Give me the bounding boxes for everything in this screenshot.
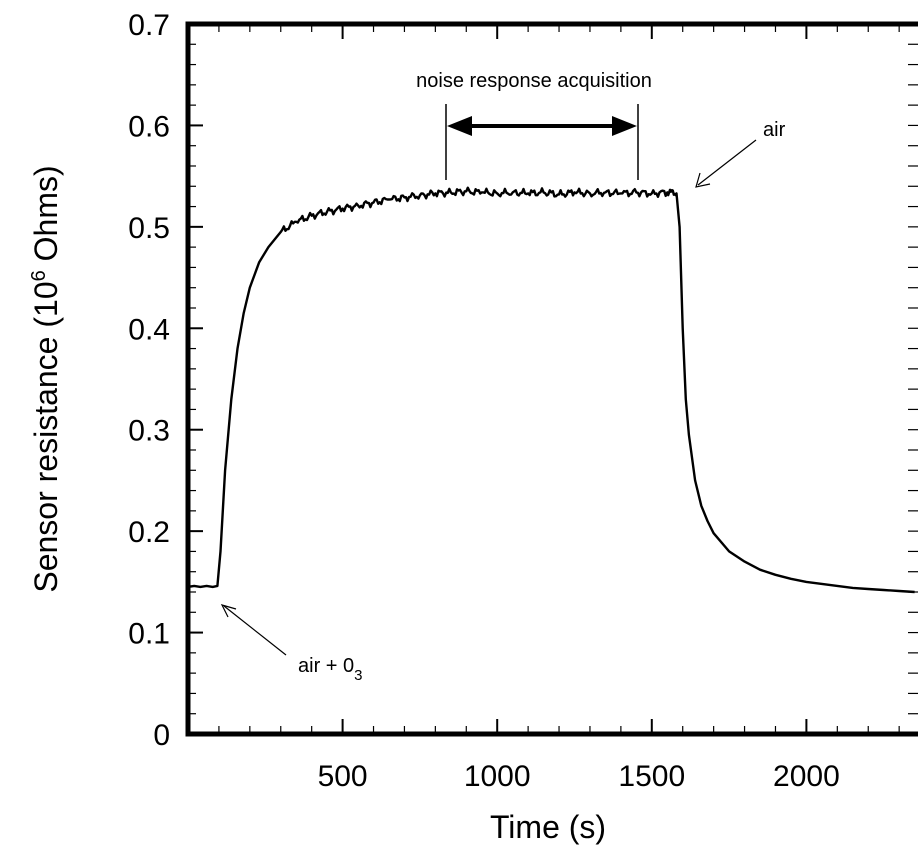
noise-window-arrow-right-head	[612, 116, 637, 136]
y-tick-label: 0	[153, 719, 170, 752]
y-tick-label: 0.6	[128, 110, 170, 143]
y-tick-label: 0.2	[128, 516, 170, 549]
y-tick-label: 0.7	[128, 9, 170, 42]
air-arrow-head	[695, 172, 711, 188]
air-o3-label-main: air + 0	[298, 655, 354, 677]
x-tick-label: 2000	[773, 760, 840, 793]
axis-ticks	[188, 22, 918, 735]
y-tick-label: 0.1	[128, 618, 170, 651]
air-o3-arrow-head	[220, 604, 237, 618]
x-tick-label: 500	[318, 760, 368, 793]
y-tick-label: 0.3	[128, 415, 170, 448]
noise-window-arrow-left-head	[447, 116, 472, 136]
y-axis-title-suffix: Ohms)	[28, 165, 64, 270]
y-axis-title-superscript: 6	[28, 270, 50, 281]
air-label: air	[763, 119, 786, 141]
y-axis-title-main: Sensor resistance (10	[28, 281, 64, 592]
plot-frame	[185, 21, 918, 737]
x-tick-label: 1000	[464, 760, 531, 793]
air-o3-label-subscript: 3	[354, 667, 362, 684]
noise-response-label: noise response acquisition	[416, 70, 652, 92]
air-o3-label: air + 03	[298, 655, 363, 684]
annotations: noise response acquisition air air + 03	[220, 70, 786, 684]
air-o3-arrow-line	[223, 605, 287, 656]
series-layer	[188, 186, 915, 594]
y-axis-title: Sensor resistance (106 Ohms)	[28, 165, 64, 592]
y-tick-label: 0.5	[128, 212, 170, 245]
air-arrow-line	[697, 139, 757, 186]
x-axis-title: Time (s)	[490, 809, 606, 845]
y-tick-label: 0.4	[128, 313, 170, 346]
x-tick-label: 1500	[618, 760, 685, 793]
series-line	[188, 186, 915, 594]
tick-labels: 0 0.1 0.2 0.3 0.4 0.5 0.6 0.7 500 1000 1500 2000	[128, 9, 839, 793]
